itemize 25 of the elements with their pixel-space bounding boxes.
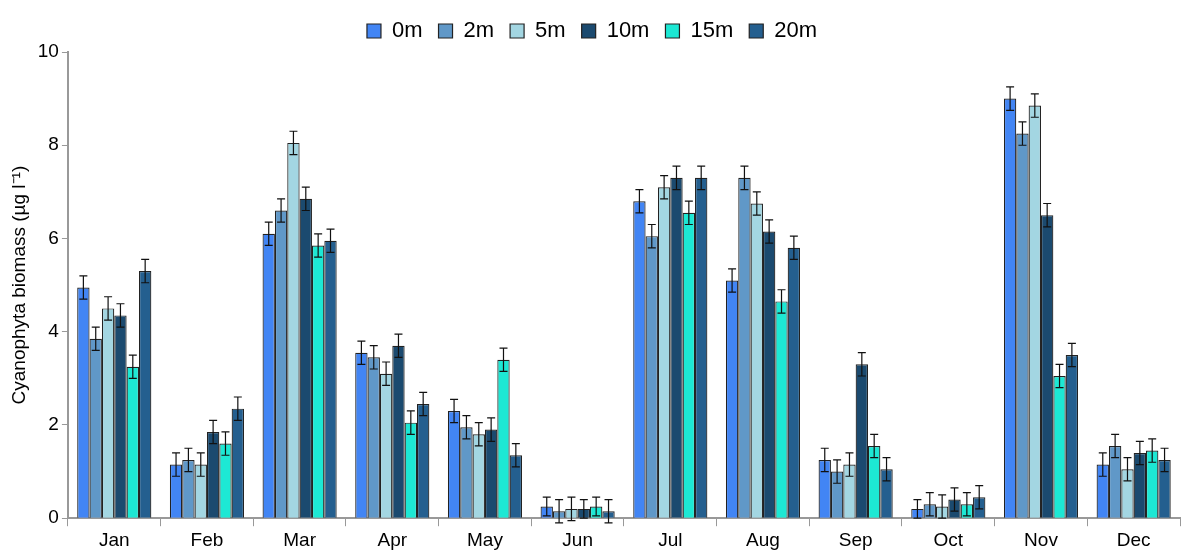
x-tick-label: Dec bbox=[1116, 528, 1151, 550]
x-tick-label: Mar bbox=[283, 528, 317, 550]
legend-label: 15m bbox=[690, 17, 734, 43]
x-tick-label: May bbox=[467, 528, 504, 550]
x-tick-label: Jul bbox=[658, 528, 683, 550]
y-tick-label: 0 bbox=[48, 506, 59, 528]
legend-label: 5m bbox=[535, 17, 566, 43]
legend-label: 0m bbox=[391, 17, 423, 43]
legend-label: 20m bbox=[774, 17, 818, 43]
x-tick-label: Feb bbox=[190, 528, 224, 550]
legend-label: 2m bbox=[463, 17, 495, 43]
y-tick-label: 4 bbox=[48, 319, 60, 341]
x-tick-label: Apr bbox=[377, 528, 408, 550]
x-tick-label: Nov bbox=[1024, 528, 1059, 550]
x-tick-label: Jun bbox=[562, 528, 593, 550]
y-tick-label: 8 bbox=[48, 133, 59, 155]
y-tick-label: 10 bbox=[37, 40, 59, 62]
y-tick-label: 2 bbox=[48, 413, 59, 435]
legend-label: 10m bbox=[606, 17, 650, 43]
y-axis-title: Cyanophyta biomass (µg l⁻¹) bbox=[7, 165, 29, 405]
x-tick-label: Sep bbox=[838, 528, 873, 550]
x-tick-label: Oct bbox=[933, 528, 964, 550]
x-tick-label: Aug bbox=[746, 528, 780, 550]
y-tick-label: 6 bbox=[48, 226, 59, 248]
x-tick-label: Jan bbox=[98, 528, 130, 550]
